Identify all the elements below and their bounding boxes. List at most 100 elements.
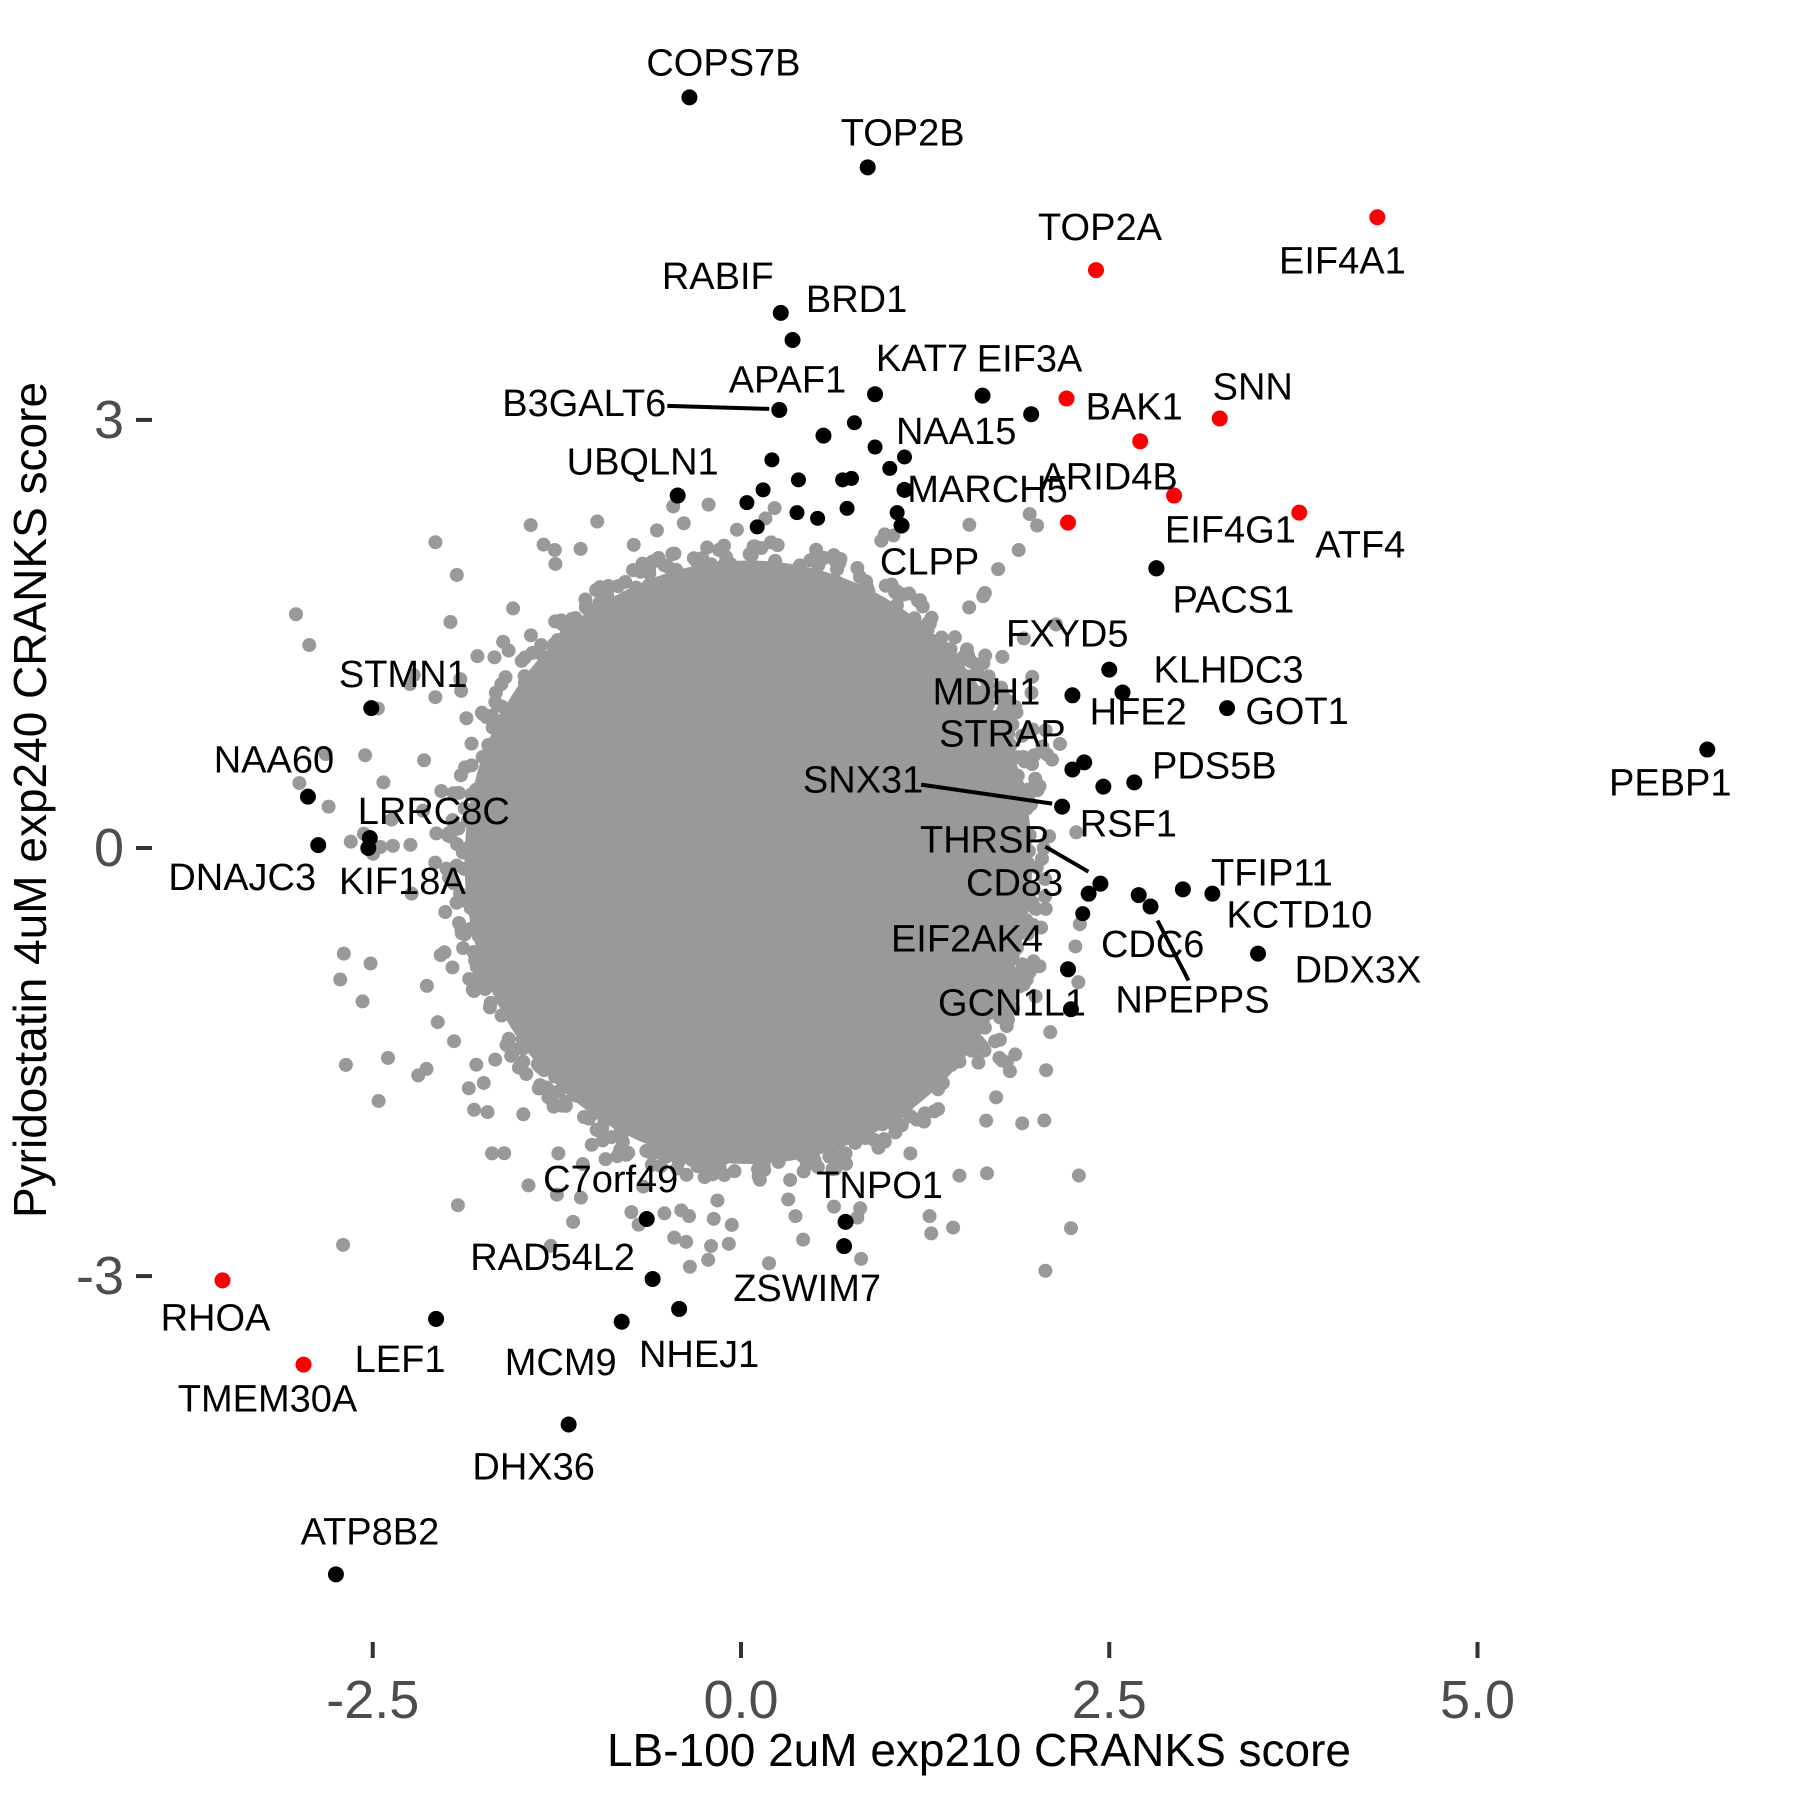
- gray-point: [641, 667, 656, 682]
- gray-point: [491, 967, 506, 982]
- gray-point: [926, 845, 941, 860]
- gray-point: [642, 900, 657, 915]
- gray-point: [679, 1167, 694, 1182]
- gray-point: [869, 730, 884, 745]
- data-point-FXYD5: [1101, 661, 1118, 678]
- gray-point: [822, 711, 837, 726]
- gray-point: [430, 1015, 445, 1030]
- gray-point: [848, 825, 863, 840]
- gray-point: [699, 792, 714, 807]
- gray-point: [683, 1047, 698, 1062]
- gray-point: [944, 887, 959, 902]
- gray-point: [908, 917, 923, 932]
- data-point-STMN1: [363, 700, 380, 717]
- gene-label-EIF4G1: EIF4G1: [1165, 509, 1296, 551]
- gray-point: [878, 993, 893, 1008]
- gray-point: [545, 904, 560, 919]
- gray-point: [699, 811, 714, 826]
- gray-point: [974, 1038, 989, 1053]
- gray-point: [956, 934, 971, 949]
- gray-point: [615, 920, 630, 935]
- gray-point: [464, 736, 479, 751]
- gray-point: [993, 753, 1008, 768]
- gray-point: [769, 579, 784, 594]
- gray-point: [451, 785, 466, 800]
- gray-point: [716, 609, 731, 624]
- gray-point: [903, 1109, 918, 1124]
- gray-point: [1038, 723, 1053, 738]
- gray-point: [713, 1143, 728, 1158]
- gray-point: [890, 987, 905, 1002]
- gray-point: [799, 1144, 814, 1159]
- gray-point: [660, 881, 675, 896]
- gray-point: [877, 883, 892, 898]
- gray-point: [805, 1059, 820, 1074]
- gray-point: [966, 866, 981, 881]
- gray-point: [428, 690, 443, 705]
- gray-point: [943, 760, 958, 775]
- y-tick-label: 0: [94, 818, 124, 878]
- gray-point: [800, 987, 815, 1002]
- gray-point: [759, 1083, 774, 1098]
- gray-point: [664, 608, 679, 623]
- gray-point: [882, 935, 897, 950]
- gray-point: [825, 846, 840, 861]
- data-point-PDS5B: [1126, 774, 1143, 791]
- gray-point: [976, 697, 991, 712]
- gray-point: [872, 921, 887, 936]
- gray-point: [962, 517, 977, 532]
- gray-point: [658, 1127, 673, 1142]
- gray-point: [738, 1102, 753, 1117]
- gray-point: [651, 692, 666, 707]
- gray-point: [654, 791, 669, 806]
- gray-point: [769, 1008, 784, 1023]
- gray-point: [541, 870, 556, 885]
- significant-point: [843, 470, 859, 486]
- gray-point: [666, 584, 681, 599]
- gray-point: [806, 1084, 821, 1099]
- gray-point: [903, 1146, 918, 1161]
- gray-point: [1025, 722, 1040, 737]
- gray-point: [321, 799, 336, 814]
- data-point-MCM9: [613, 1313, 630, 1330]
- gray-point: [417, 753, 432, 768]
- gray-point: [733, 1006, 748, 1021]
- gray-point: [476, 915, 491, 930]
- gray-point: [557, 685, 572, 700]
- gray-point: [806, 1132, 821, 1147]
- gray-point: [476, 901, 491, 916]
- gray-point: [703, 980, 718, 995]
- gray-point: [839, 861, 854, 876]
- gray-point: [897, 903, 912, 918]
- gray-point: [987, 875, 1002, 890]
- gray-point: [907, 684, 922, 699]
- gray-point: [634, 994, 649, 1009]
- gray-point: [555, 777, 570, 792]
- gray-point: [833, 923, 848, 938]
- gray-point: [731, 1063, 746, 1078]
- gray-point: [709, 1037, 724, 1052]
- gray-point: [665, 714, 680, 729]
- gray-point: [1002, 923, 1017, 938]
- gray-point: [490, 758, 505, 773]
- gray-point: [858, 948, 873, 963]
- gray-point: [358, 748, 373, 763]
- highlight-point: [1060, 514, 1077, 531]
- data-point-CDC6: [1130, 887, 1147, 904]
- gray-point: [635, 556, 650, 571]
- significant-point: [810, 510, 826, 526]
- gray-point: [878, 1067, 893, 1082]
- gray-point: [288, 607, 303, 622]
- gene-label-CDC6: CDC6: [1101, 924, 1204, 966]
- gene-label-CLPP: CLPP: [880, 541, 979, 583]
- gray-point: [977, 918, 992, 933]
- x-axis-title: LB-100 2uM exp210 CRANKS score: [607, 1724, 1351, 1776]
- data-point-COPS7B: [681, 89, 698, 106]
- data-point-NPEPPS: [1142, 898, 1159, 915]
- gray-point: [584, 1137, 599, 1152]
- gray-point: [567, 614, 582, 629]
- gray-point: [951, 669, 966, 684]
- gray-point: [852, 840, 867, 855]
- gene-label-KIF18A: KIF18A: [339, 861, 466, 903]
- gray-point: [726, 809, 741, 824]
